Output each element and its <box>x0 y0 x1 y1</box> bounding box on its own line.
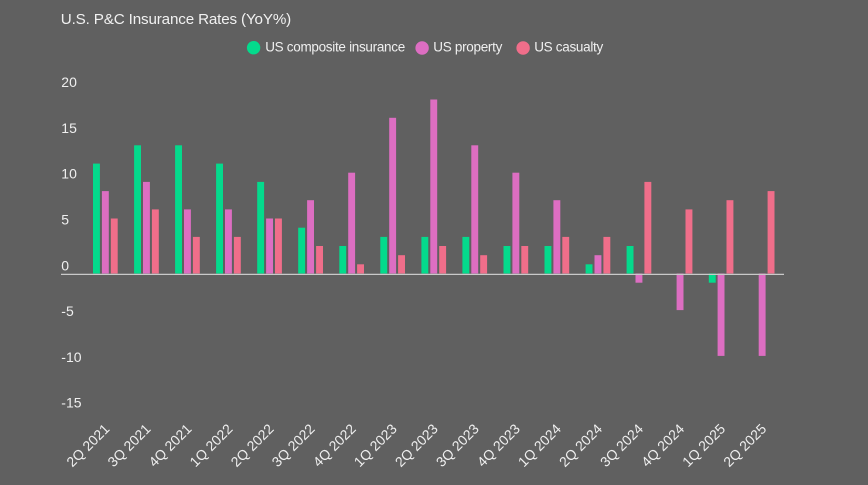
svg-text:U.S. P&C Insurance Rates (YoY%: U.S. P&C Insurance Rates (YoY%) <box>61 11 291 28</box>
svg-text:-5: -5 <box>61 303 74 319</box>
svg-text:5: 5 <box>61 212 69 228</box>
svg-text:-15: -15 <box>61 395 81 411</box>
svg-text:US casualty: US casualty <box>534 39 603 54</box>
svg-text:20: 20 <box>61 74 77 90</box>
svg-text:US property: US property <box>433 39 502 54</box>
svg-text:0: 0 <box>61 257 69 273</box>
svg-text:10: 10 <box>61 166 77 182</box>
svg-text:15: 15 <box>61 120 77 136</box>
svg-text:-10: -10 <box>61 349 81 365</box>
svg-text:US composite insurance: US composite insurance <box>265 39 405 54</box>
